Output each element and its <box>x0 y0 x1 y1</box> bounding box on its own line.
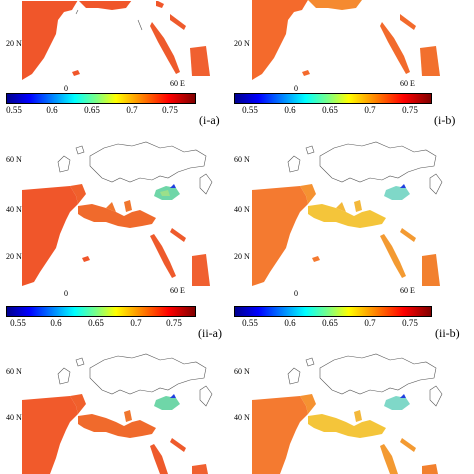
lat-label-20n: 20 N <box>234 252 250 261</box>
map-ii-a <box>20 138 216 290</box>
lat-label-40n: 40 N <box>234 205 250 214</box>
panel-label-ii-a: (ii-a) <box>198 326 222 340</box>
colorbar-gradient <box>6 93 196 104</box>
lat-label-20n: 20 N <box>6 39 22 48</box>
lat-label-40n: 40 N <box>234 413 250 422</box>
colorbar-tick: 0.55 <box>242 318 258 328</box>
panel-label-i-a: (i-a) <box>199 113 220 127</box>
lat-label-60n: 60 N <box>6 367 22 376</box>
colorbar-tick: 0.6 <box>46 105 58 115</box>
colorbar-ii-a: 0.55 0.6 0.65 0.7 0.75 <box>6 306 196 330</box>
lon-label-60e: 60 E <box>400 286 415 295</box>
lon-label-0: 0 <box>64 84 68 93</box>
colorbar-tick: 0.65 <box>84 105 100 115</box>
lon-label-0: 0 <box>294 84 298 93</box>
colorbar-gradient <box>234 306 432 317</box>
lon-label-0: 0 <box>64 289 68 298</box>
lon-label-0: 0 <box>294 289 298 298</box>
map-i-a <box>20 0 216 82</box>
colorbar-tick: 0.55 <box>6 105 22 115</box>
colorbar-tick: 0.7 <box>364 318 376 328</box>
colorbar-tick: 0.6 <box>284 105 296 115</box>
panel-label-i-b: (i-b) <box>434 113 456 127</box>
colorbar-tick: 0.6 <box>284 318 296 328</box>
map-iii-a <box>20 350 216 474</box>
map-iii-b <box>250 350 446 474</box>
colorbar-tick: 0.6 <box>50 318 62 328</box>
lon-label-60e: 60 E <box>400 79 415 88</box>
lon-label-60e: 60 E <box>170 286 185 295</box>
lat-label-20n: 20 N <box>6 252 22 261</box>
map-ii-b <box>250 138 446 290</box>
colorbar-tick: 0.7 <box>364 105 376 115</box>
colorbar-tick: 0.75 <box>402 318 418 328</box>
colorbar-tick: 0.55 <box>10 318 26 328</box>
colorbar-tick: 0.75 <box>402 105 418 115</box>
lat-label-20n: 20 N <box>234 39 250 48</box>
lat-label-60n: 60 N <box>234 155 250 164</box>
lat-label-40n: 40 N <box>6 413 22 422</box>
lat-label-60n: 60 N <box>234 367 250 376</box>
colorbar-tick: 0.75 <box>162 105 178 115</box>
colorbar-tick: 0.55 <box>242 105 258 115</box>
colorbar-tick: 0.75 <box>166 318 182 328</box>
colorbar-i-a: 0.55 0.6 0.65 0.7 0.75 <box>6 93 196 117</box>
lat-label-40n: 40 N <box>6 205 22 214</box>
colorbar-tick: 0.65 <box>322 105 338 115</box>
colorbar-tick: 0.7 <box>126 105 138 115</box>
map-i-b <box>250 0 446 82</box>
colorbar-gradient <box>234 93 432 104</box>
colorbar-tick: 0.65 <box>88 318 104 328</box>
colorbar-gradient <box>6 306 196 317</box>
colorbar-tick: 0.65 <box>322 318 338 328</box>
colorbar-i-b: 0.55 0.6 0.65 0.7 0.75 <box>234 93 432 117</box>
colorbar-tick: 0.7 <box>130 318 142 328</box>
lat-label-60n: 60 N <box>6 155 22 164</box>
panel-label-ii-b: (ii-b) <box>435 326 460 340</box>
lon-label-60e: 60 E <box>170 79 185 88</box>
colorbar-ii-b: 0.55 0.6 0.65 0.7 0.75 <box>234 306 432 330</box>
